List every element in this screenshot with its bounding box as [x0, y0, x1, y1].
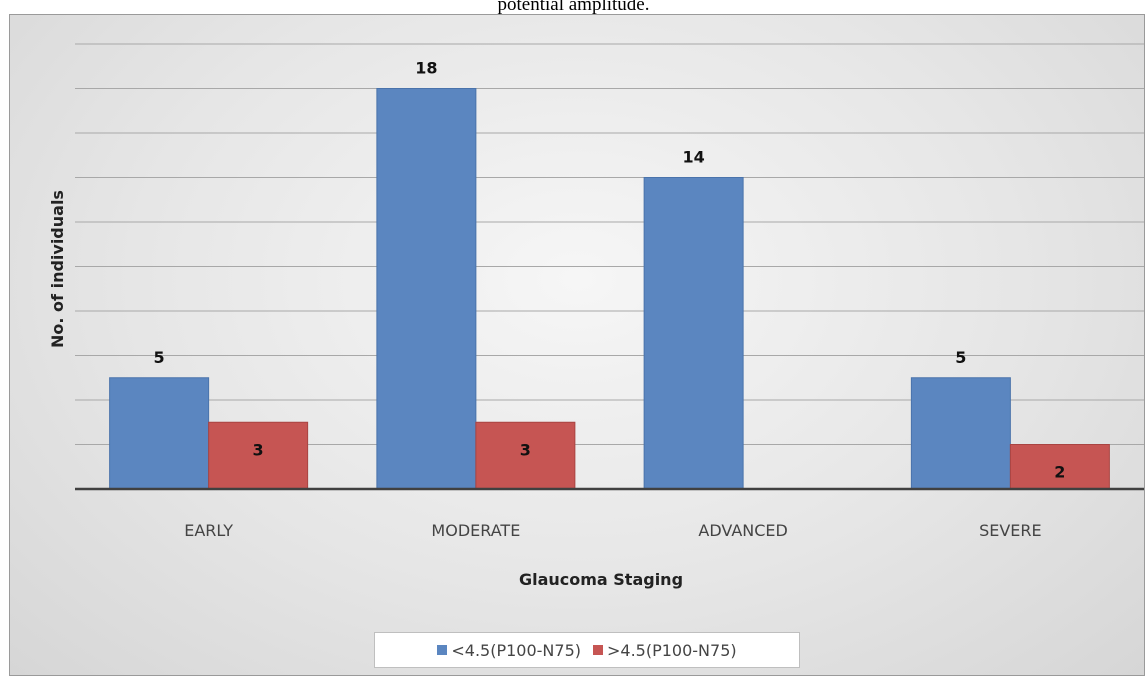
- data-label-series-2-severe: 2: [1054, 463, 1065, 482]
- legend-swatch-red: [593, 645, 603, 655]
- data-label-series-1-advanced: 14: [682, 148, 704, 167]
- bar-series-2-early: [208, 421, 309, 490]
- legend-swatch-blue: [437, 645, 448, 655]
- x-tick-label-advanced: ADVANCED: [698, 521, 787, 540]
- bars: [109, 88, 1110, 490]
- bar-series-1-severe: [910, 377, 1011, 490]
- y-axis-title: No. of individuals: [48, 190, 67, 348]
- chart-area: EARLY MODERATE ADVANCED SEVERE 5 3 18 3 14 5 2 No…: [9, 14, 1145, 676]
- x-axis-title: Glaucoma Staging: [519, 570, 683, 589]
- bar-series-1-advanced: [643, 177, 744, 490]
- bar-series-1-moderate: [376, 88, 477, 490]
- bar-series-1-early: [109, 377, 210, 490]
- gridlines: [75, 43, 1144, 445]
- legend-label-series-2: >4.5(P100-N75): [607, 640, 737, 660]
- legend-label-series-1: <4.5(P100-N75): [451, 640, 581, 660]
- data-label-series-1-severe: 5: [955, 348, 966, 367]
- x-tick-labels: EARLY MODERATE ADVANCED SEVERE: [184, 521, 1041, 540]
- data-labels: 5 3 18 3 14 5 2: [154, 59, 1066, 482]
- caption-fragment: potential amplitude.: [497, 0, 650, 15]
- x-tick-label-severe: SEVERE: [979, 521, 1042, 540]
- legend: <4.5(P100-N75) >4.5(P100-N75): [374, 632, 800, 668]
- x-tick-label-moderate: MODERATE: [431, 521, 520, 540]
- legend-item-series-1: <4.5(P100-N75): [437, 641, 581, 660]
- bar-chart: EARLY MODERATE ADVANCED SEVERE 5 3 18 3 14 5 2 No…: [48, 43, 1144, 589]
- x-tick-label-early: EARLY: [184, 521, 233, 540]
- data-label-series-1-moderate: 18: [415, 59, 437, 78]
- data-label-series-1-early: 5: [154, 348, 165, 367]
- data-label-series-2-early: 3: [253, 440, 264, 459]
- data-label-series-2-moderate: 3: [520, 440, 531, 459]
- legend-item-series-2: >4.5(P100-N75): [593, 641, 737, 660]
